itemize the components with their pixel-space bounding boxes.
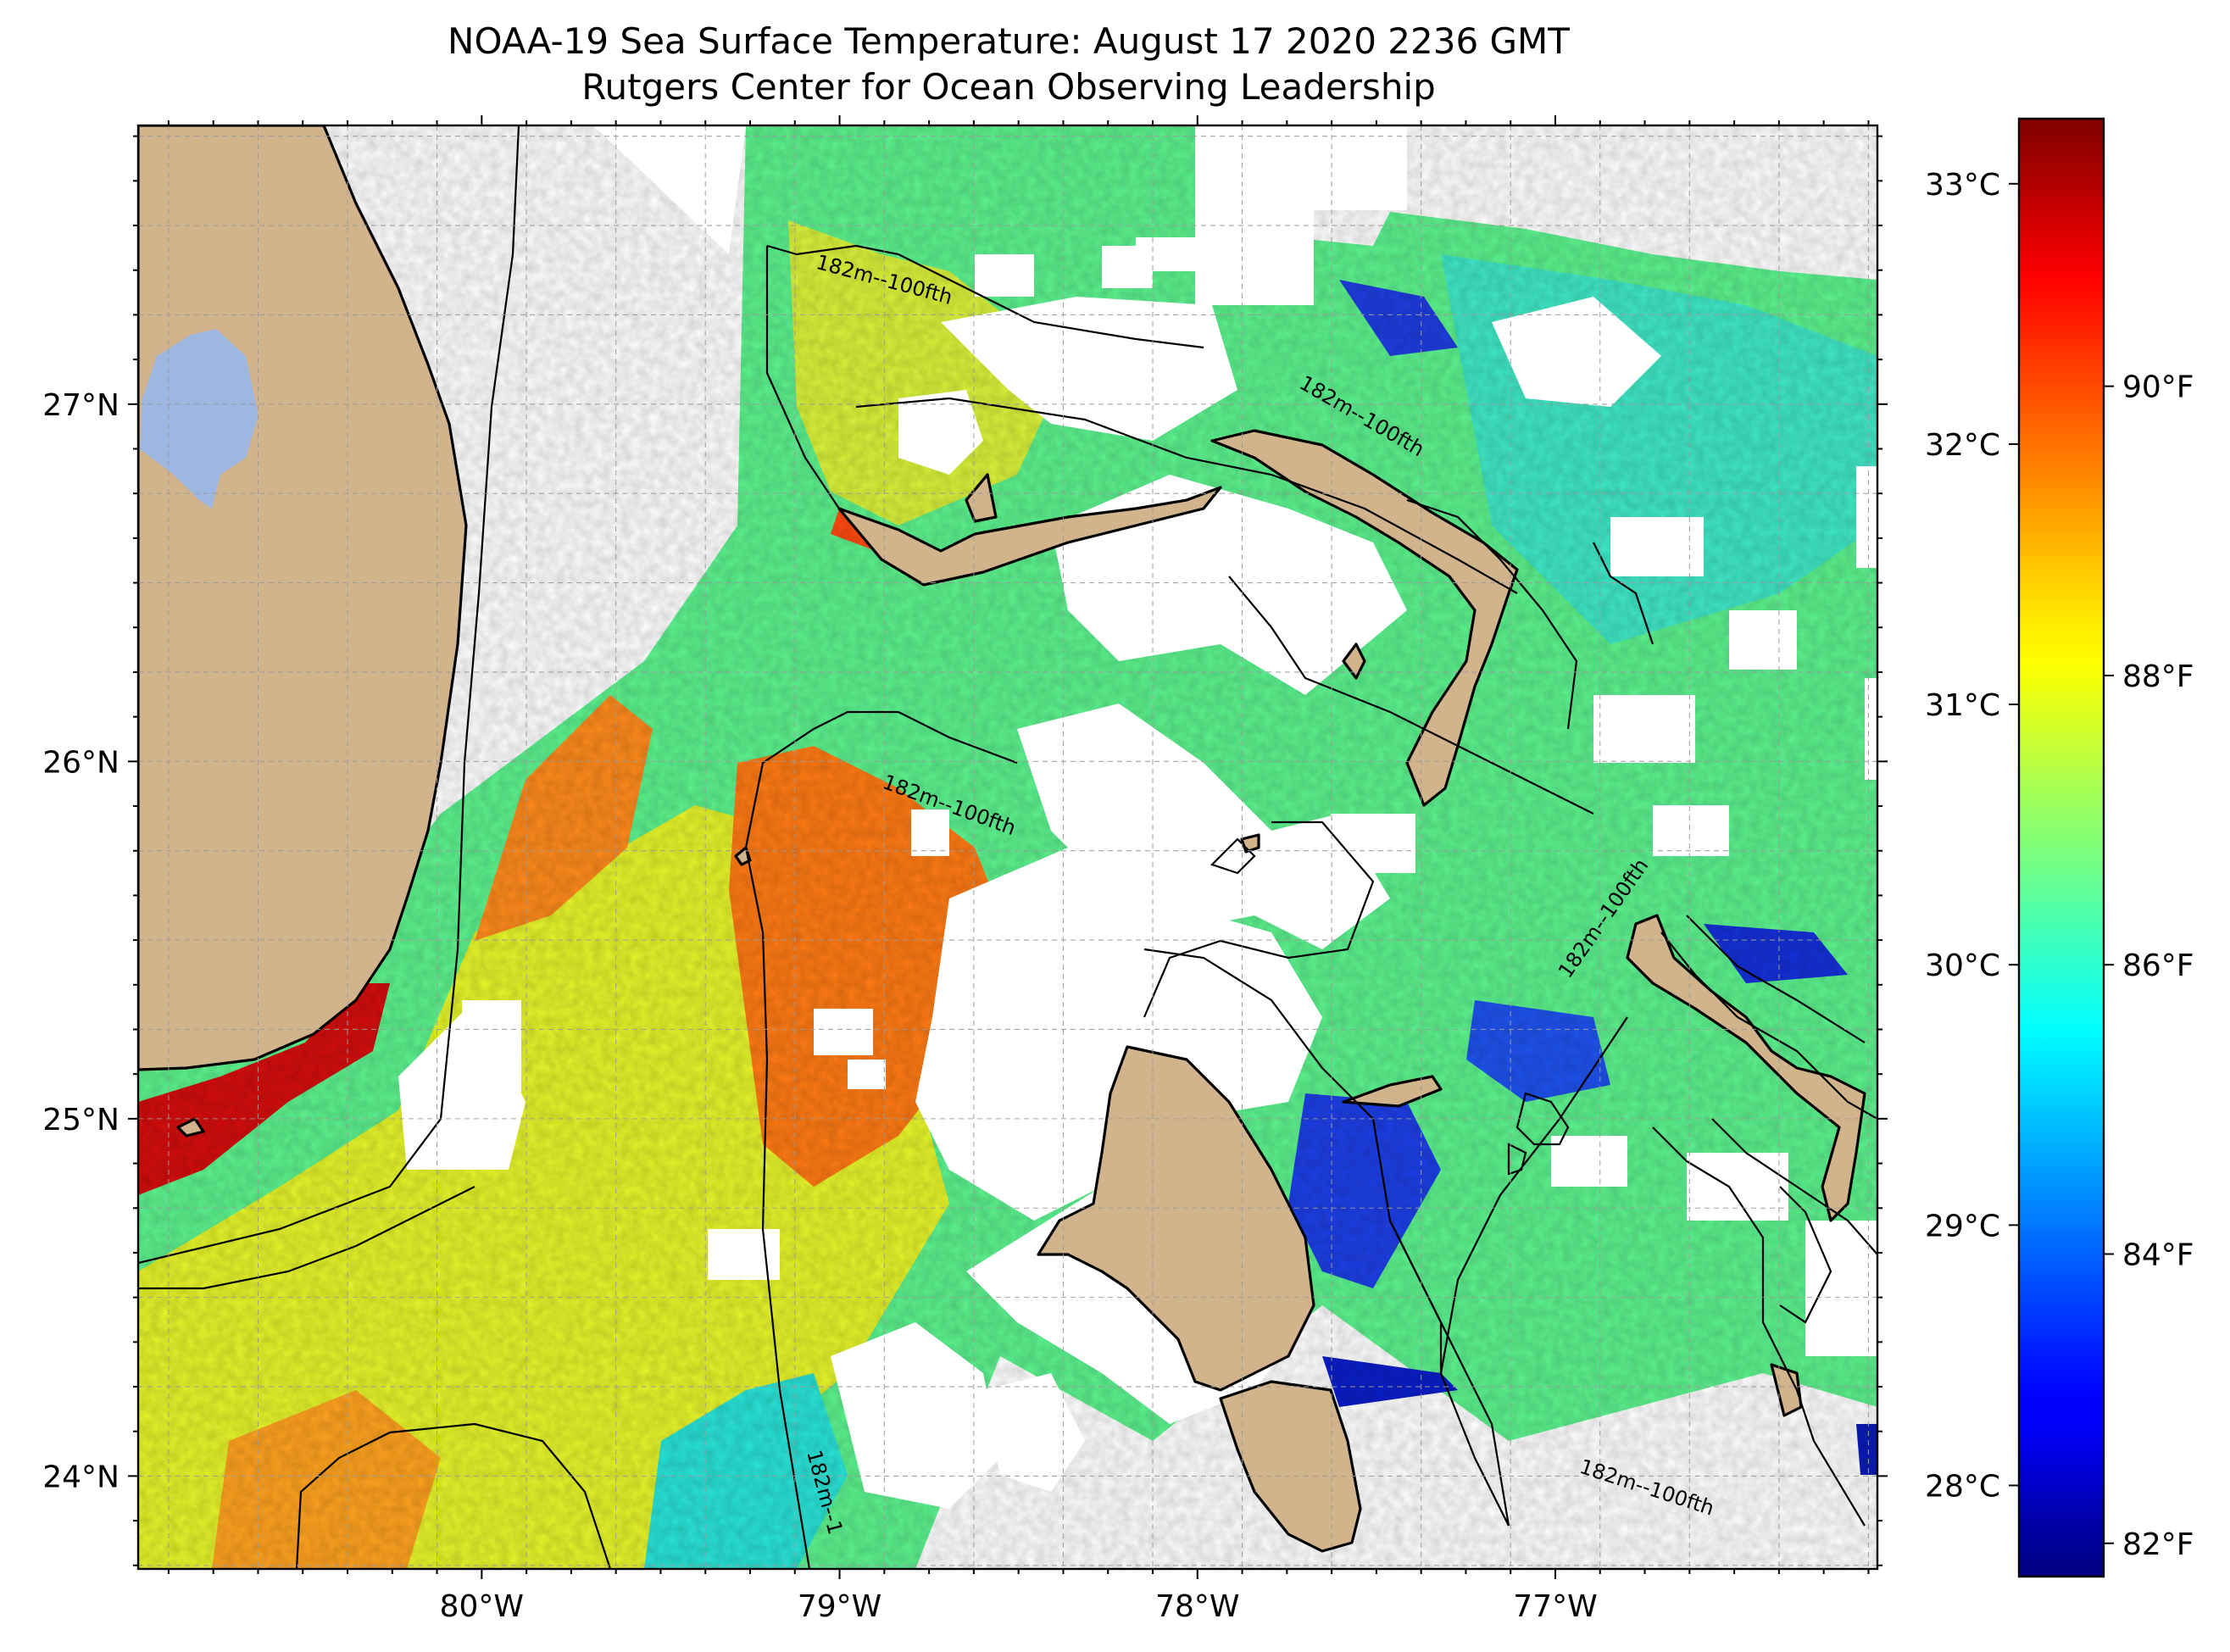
exuma-island xyxy=(1342,1075,1443,1108)
fahrenheit-scale: 90°F 88°F 86°F 84°F 82°F xyxy=(2104,370,2194,1562)
map-frame xyxy=(136,124,1879,1571)
south-andros xyxy=(1219,1380,1362,1553)
abaco xyxy=(1210,429,1519,807)
grand-bahama xyxy=(837,486,1222,587)
longitude-axis: 80°W 79°W 78°W 77°W xyxy=(167,115,1870,1624)
celsius-tick-label: 30°C xyxy=(1925,948,2000,983)
fahrenheit-tick-label: 86°F xyxy=(2122,948,2194,983)
lon-tick-label: 80°W xyxy=(440,1589,524,1624)
fahrenheit-tick-label: 82°F xyxy=(2122,1527,2194,1562)
celsius-scale: 33°C 32°C 31°C 30°C 29°C 28°C xyxy=(1925,168,2019,1505)
fahrenheit-tick-label: 84°F xyxy=(2122,1238,2194,1272)
lon-tick-label: 79°W xyxy=(798,1589,881,1624)
title-line-1: NOAA-19 Sea Surface Temperature: August … xyxy=(448,20,1570,62)
title-line-2: Rutgers Center for Ocean Observing Leade… xyxy=(581,66,1436,108)
florida-keys-bit xyxy=(176,1117,205,1137)
lat-tick-label: 24°N xyxy=(42,1460,120,1494)
lake-okeechobee xyxy=(140,329,259,509)
lat-tick-label: 27°N xyxy=(42,388,120,423)
map-plot-area: 182m--100fth182m--100fth182m--100fth182m… xyxy=(138,125,1877,1569)
lon-tick-label: 78°W xyxy=(1155,1589,1239,1624)
fahrenheit-tick-label: 88°F xyxy=(2122,659,2194,694)
celsius-tick-label: 28°C xyxy=(1925,1470,2000,1505)
andros xyxy=(1037,1045,1315,1392)
lat-tick-label: 25°N xyxy=(42,1103,120,1137)
map-gridlines xyxy=(138,125,1877,1569)
lon-tick-label: 77°W xyxy=(1513,1589,1597,1624)
celsius-tick-label: 31°C xyxy=(1925,688,2000,723)
celsius-tick-label: 32°C xyxy=(1925,428,2000,463)
north-andros-cay xyxy=(1240,833,1260,854)
latitude-axis: 27°N 26°N 25°N 24°N xyxy=(42,135,1888,1566)
celsius-tick-label: 29°C xyxy=(1925,1209,2000,1243)
fahrenheit-tick-label: 90°F xyxy=(2122,370,2194,405)
map-title: NOAA-19 Sea Surface Temperature: August … xyxy=(0,19,2017,110)
lat-tick-label: 26°N xyxy=(42,745,120,780)
temperature-colorbar: 33°C 32°C 31°C 30°C 29°C 28°C 90°F 88°F 86°F 84°… xyxy=(1925,117,2194,1578)
colorbar-gradient xyxy=(2017,117,2105,1578)
celsius-tick-label: 33°C xyxy=(1925,168,2000,203)
eleuthera xyxy=(1626,914,1866,1222)
